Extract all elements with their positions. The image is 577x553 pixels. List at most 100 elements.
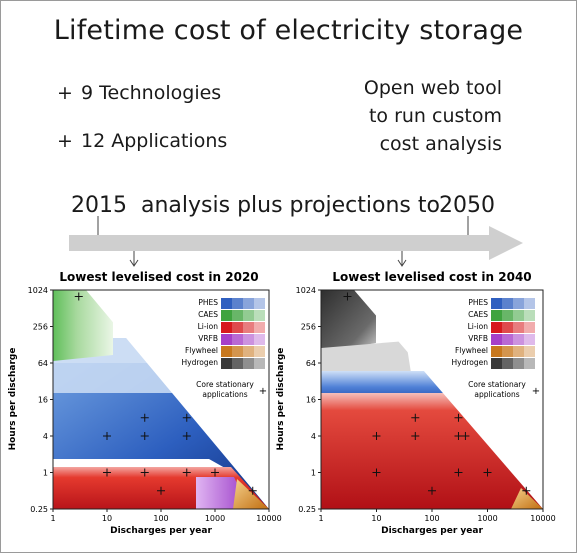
region-white-band	[53, 459, 225, 468]
chart-title: Lowest levelised cost in 2040	[332, 270, 531, 284]
region-hydrogen-fade	[321, 341, 411, 373]
application-point	[140, 432, 149, 440]
legend-swatch	[232, 298, 243, 309]
application-point	[248, 486, 257, 495]
y-axis-label: Hours per discharge	[8, 348, 18, 451]
region-flywheel	[233, 479, 269, 509]
legend-swatch	[232, 322, 243, 333]
legend-label: Flywheel	[185, 346, 218, 355]
legend-label: Li-ion	[468, 322, 489, 331]
x-tick-label: 10	[102, 514, 112, 523]
legend-swatch	[232, 310, 243, 321]
x-axis-label: Discharges per year	[110, 526, 212, 536]
timeline-arrow	[69, 216, 523, 267]
application-point	[140, 413, 149, 422]
legend-swatch	[254, 310, 265, 321]
legend-swatch	[491, 334, 502, 345]
legend-swatch	[524, 334, 535, 345]
legend-swatch	[243, 310, 254, 321]
legend-swatch	[502, 322, 513, 333]
application-point	[372, 432, 381, 440]
x-tick-label: 100	[153, 514, 168, 523]
y-tick-label: 4	[311, 432, 316, 441]
legend-swatch	[491, 310, 502, 321]
legend-swatch	[491, 346, 502, 357]
legend-swatch	[502, 346, 513, 357]
legend-swatch	[232, 346, 243, 357]
application-point	[411, 432, 420, 440]
application-point	[211, 468, 219, 477]
legend-swatch	[513, 346, 524, 357]
bullet-applications: +12 Applications	[57, 130, 227, 152]
plus-icon: +	[57, 130, 73, 152]
legend-swatch	[243, 358, 254, 369]
legend-swatch	[221, 346, 232, 357]
y-tick-label: 256	[301, 323, 316, 332]
legend-swatch	[524, 358, 535, 369]
application-point	[461, 432, 470, 440]
legend-swatch	[221, 358, 232, 369]
y-tick-label: 1	[311, 469, 316, 478]
legend-swatch	[254, 322, 265, 333]
applications-label: Core stationary	[468, 380, 526, 389]
y-tick-label: 16	[306, 396, 316, 405]
application-points	[74, 292, 257, 495]
web-tool-line: cost analysis	[379, 133, 502, 155]
application-point	[140, 468, 149, 477]
application-point	[182, 468, 191, 477]
plus-icon: +	[57, 82, 73, 104]
legend-swatch	[491, 298, 502, 309]
legend-swatch	[524, 310, 535, 321]
legend-swatch	[502, 334, 513, 345]
y-tick-label: 0.25	[298, 505, 316, 514]
legend-swatch	[491, 322, 502, 333]
application-point	[157, 486, 165, 495]
application-point	[428, 486, 436, 495]
x-tick-label: 1000	[205, 514, 225, 523]
legend-swatch	[502, 298, 513, 309]
timeline-marker-2020-head	[129, 259, 139, 267]
y-tick-label: 1024	[296, 286, 316, 295]
application-point	[182, 413, 191, 422]
applications-label: applications	[202, 390, 247, 399]
legend-swatch	[524, 298, 535, 309]
region-hydrogen	[321, 290, 376, 353]
web-tool-note: Open web tool to run custom cost analysi…	[282, 74, 502, 158]
application-point	[372, 468, 381, 477]
chart-title: Lowest levelised cost in 2020	[59, 270, 258, 284]
applications-marker: +	[259, 386, 267, 397]
applications-label: Core stationary	[196, 380, 254, 389]
application-point	[343, 292, 352, 301]
legend-label: Hydrogen	[452, 358, 489, 367]
application-point	[103, 468, 111, 477]
application-points	[343, 292, 531, 495]
page-title: Lifetime cost of electricity storage	[53, 15, 524, 46]
application-point	[103, 432, 111, 440]
legend-swatch	[513, 334, 524, 345]
legend-label: CAES	[468, 310, 488, 319]
x-tick-label: 10000	[530, 514, 555, 523]
application-point	[522, 486, 531, 495]
y-tick-label: 4	[43, 432, 48, 441]
legend-swatch	[254, 298, 265, 309]
application-point	[454, 432, 463, 440]
y-tick-label: 16	[38, 396, 48, 405]
application-point	[454, 413, 463, 422]
application-point	[182, 432, 191, 440]
legend-label: PHES	[468, 298, 488, 307]
legend-swatch	[232, 334, 243, 345]
y-tick-label: 256	[33, 323, 48, 332]
region-caes	[53, 290, 113, 361]
legend-label: VRFB	[198, 334, 218, 343]
x-tick-label: 1000	[477, 514, 497, 523]
application-point	[411, 413, 420, 422]
web-tool-line: to run custom	[368, 105, 502, 127]
web-tool-line: Open web tool	[363, 77, 502, 99]
legend-swatch	[243, 346, 254, 357]
timeline-start-year: 2015	[71, 193, 127, 218]
legend: PHES CAES Li-ion VRFB Flywheel Hydrogen	[452, 298, 489, 367]
legend-swatch	[513, 358, 524, 369]
x-tick-label: 10	[371, 514, 381, 523]
